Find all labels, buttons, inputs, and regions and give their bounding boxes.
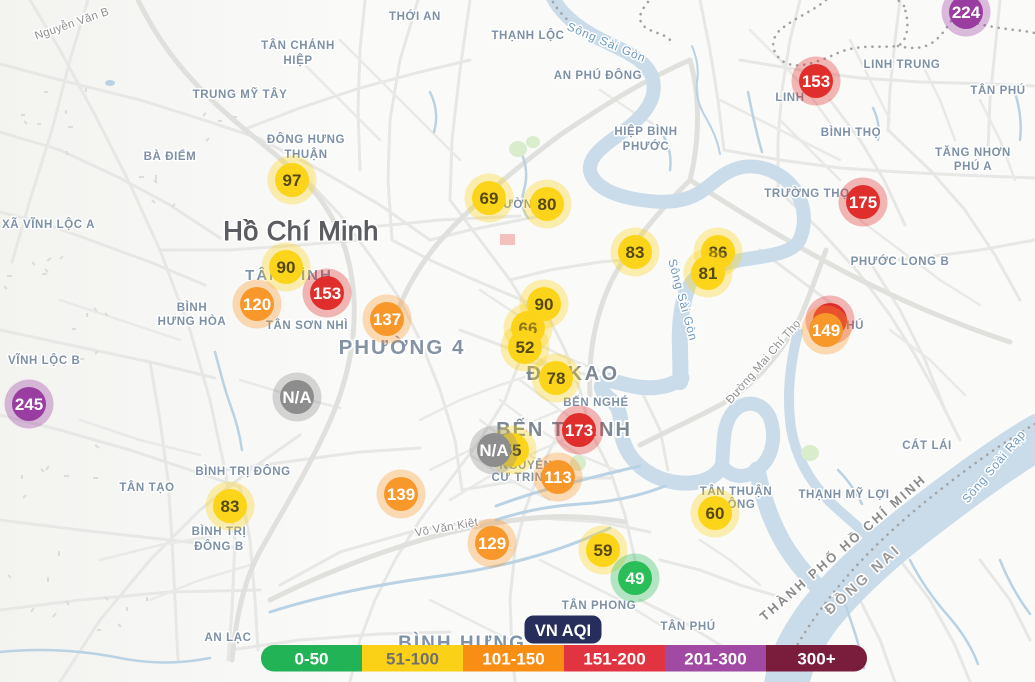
svg-text:PHƯỜNG 4: PHƯỜNG 4: [339, 335, 466, 359]
svg-text:CÁT LÁI: CÁT LÁI: [902, 439, 952, 452]
svg-text:90: 90: [277, 258, 296, 277]
svg-text:PHƯỚC: PHƯỚC: [623, 140, 670, 153]
svg-text:83: 83: [221, 497, 240, 516]
svg-text:0-50: 0-50: [294, 650, 328, 669]
svg-text:LINH: LINH: [775, 92, 804, 104]
svg-text:TÂN PHÚ: TÂN PHÚ: [660, 620, 715, 633]
svg-text:PHƯỚC LONG B: PHƯỚC LONG B: [851, 255, 950, 268]
svg-text:81: 81: [699, 264, 718, 283]
svg-text:52: 52: [516, 338, 535, 357]
svg-text:HIỆP BÌNH: HIỆP BÌNH: [614, 125, 677, 138]
svg-text:XÃ VĨNH LỘC A: XÃ VĨNH LỘC A: [2, 218, 95, 231]
svg-text:BÌNH THỌ: BÌNH THỌ: [821, 126, 881, 139]
svg-text:173: 173: [565, 421, 593, 440]
svg-text:ĐÔNG HƯNG: ĐÔNG HƯNG: [267, 133, 345, 146]
svg-text:101-150: 101-150: [482, 650, 544, 669]
svg-text:TÂN THUẬN: TÂN THUẬN: [700, 485, 772, 498]
svg-text:PHÚ A: PHÚ A: [954, 160, 992, 173]
svg-text:VĨNH LỘC B: VĨNH LỘC B: [8, 354, 80, 367]
svg-text:69: 69: [480, 189, 499, 208]
svg-text:300+: 300+: [797, 650, 835, 669]
svg-text:113: 113: [544, 468, 571, 487]
svg-text:224: 224: [952, 3, 981, 22]
svg-text:BÌNH: BÌNH: [177, 301, 208, 314]
svg-text:151-200: 151-200: [583, 650, 645, 669]
svg-text:245: 245: [15, 395, 43, 414]
svg-text:51-100: 51-100: [386, 650, 439, 669]
svg-text:78: 78: [547, 369, 566, 388]
svg-text:TÂN CHÁNH: TÂN CHÁNH: [261, 39, 335, 52]
svg-text:149: 149: [812, 321, 840, 340]
svg-text:THẠNH LỘC: THẠNH LỘC: [491, 29, 564, 42]
svg-text:137: 137: [373, 310, 401, 329]
svg-text:129: 129: [478, 534, 506, 553]
svg-text:HƯNG HÒA: HƯNG HÒA: [158, 315, 227, 328]
svg-text:TÂN TẠO: TÂN TẠO: [119, 481, 174, 494]
svg-text:83: 83: [626, 243, 645, 262]
svg-text:TĂNG NHƠN: TĂNG NHƠN: [935, 146, 1011, 159]
svg-text:90: 90: [535, 295, 554, 314]
svg-text:80: 80: [538, 195, 557, 214]
svg-text:139: 139: [387, 485, 415, 504]
svg-text:N/A: N/A: [479, 441, 508, 460]
svg-text:TÂN PHONG: TÂN PHONG: [562, 599, 636, 612]
svg-text:120: 120: [243, 295, 271, 314]
svg-text:BẾN NGHÉ: BẾN NGHÉ: [563, 396, 629, 409]
svg-text:153: 153: [802, 72, 830, 91]
svg-text:49: 49: [626, 569, 645, 588]
svg-text:CƯ TRINH: CƯ TRINH: [492, 472, 553, 484]
svg-text:59: 59: [594, 541, 613, 560]
svg-text:ĐÔNG B: ĐÔNG B: [194, 540, 244, 553]
svg-text:TRUNG MỸ TÂY: TRUNG MỸ TÂY: [193, 88, 288, 101]
svg-text:TÂN SƠN NHÌ: TÂN SƠN NHÌ: [266, 319, 348, 332]
svg-text:60: 60: [706, 504, 725, 523]
svg-text:N/A: N/A: [282, 388, 311, 407]
svg-text:97: 97: [283, 171, 302, 190]
svg-text:THUẬN: THUẬN: [284, 148, 327, 161]
svg-text:AN PHÚ ĐÔNG: AN PHÚ ĐÔNG: [554, 69, 642, 82]
svg-text:201-300: 201-300: [684, 650, 746, 669]
svg-text:Hồ Chí Minh: Hồ Chí Minh: [223, 216, 379, 246]
svg-text:THẠNH MỸ LỢI: THẠNH MỸ LỢI: [798, 488, 889, 501]
svg-text:BÀ ĐIỂM: BÀ ĐIỂM: [144, 150, 197, 163]
svg-text:153: 153: [313, 284, 341, 303]
svg-text:LINH TRUNG: LINH TRUNG: [864, 59, 941, 71]
svg-text:HIỆP: HIỆP: [283, 54, 312, 67]
svg-text:BÌNH TRỊ: BÌNH TRỊ: [192, 525, 247, 538]
svg-text:ƯỜN: ƯỜN: [503, 198, 532, 211]
svg-text:BÌNH TRỊ ĐÔNG: BÌNH TRỊ ĐÔNG: [195, 465, 290, 478]
svg-text:TRƯỜNG THỌ: TRƯỜNG THỌ: [764, 187, 849, 200]
svg-text:TÂN PHÚ: TÂN PHÚ: [970, 84, 1025, 97]
svg-text:VN AQI: VN AQI: [535, 622, 591, 640]
svg-text:Hồ Chí Minh: Hồ Chí Minh: [223, 216, 379, 246]
svg-text:175: 175: [849, 193, 877, 212]
svg-text:THỚI AN: THỚI AN: [389, 10, 441, 23]
svg-text:AN LẠC: AN LẠC: [204, 632, 251, 644]
